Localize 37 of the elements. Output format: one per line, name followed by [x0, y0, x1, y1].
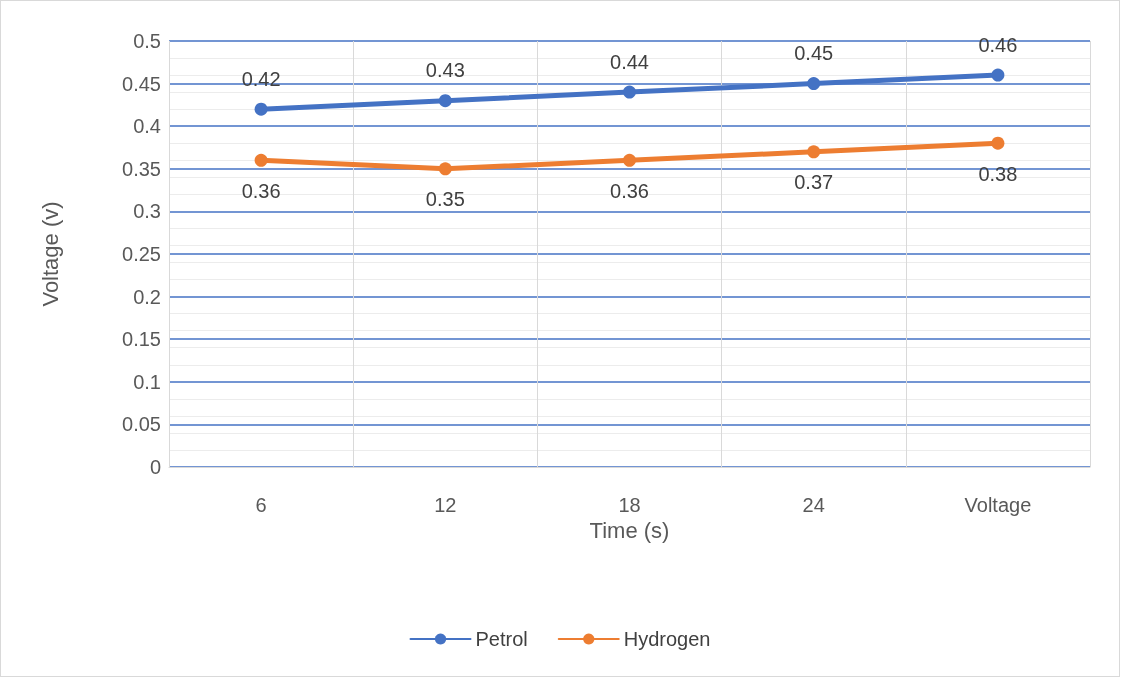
- x-tick-label: 24: [802, 494, 825, 516]
- x-axis-title: Time (s): [589, 518, 670, 544]
- point: [438, 94, 452, 108]
- y-axis-title: Voltage (v): [37, 201, 63, 307]
- point: [807, 77, 821, 91]
- data-label: 0.36: [610, 179, 649, 202]
- point: [807, 145, 821, 159]
- y-tick-label: 0.1: [133, 370, 161, 393]
- y-tick-label: 0.05: [122, 413, 161, 436]
- y-tick-label: 0.2: [133, 285, 161, 308]
- y-tick-label: 0.3: [133, 200, 161, 223]
- legend-label: Petrol: [475, 628, 528, 650]
- y-tick-label: 0: [149, 456, 161, 478]
- data-label: 0.45: [794, 42, 834, 65]
- x-tick-label: Voltage: [964, 494, 1032, 516]
- y-tick-label: 0.4: [133, 115, 161, 138]
- y-tick-label: 0.45: [122, 72, 161, 95]
- data-label: 0.35: [425, 188, 465, 211]
- x-tick-label: 18: [618, 494, 641, 516]
- data-label: 0.43: [425, 59, 465, 82]
- data-label: 0.44: [610, 50, 649, 73]
- point: [991, 136, 1005, 150]
- point: [438, 162, 452, 176]
- legend-label: Hydrogen: [623, 628, 711, 650]
- y-tick-label: 0.25: [122, 243, 161, 265]
- point: [991, 68, 1005, 82]
- y-tick-label: 0.35: [122, 157, 161, 180]
- point: [623, 85, 636, 99]
- y-tick-label: 0.5: [133, 30, 161, 52]
- data-label: 0.36: [241, 179, 281, 202]
- data-label: 0.37: [794, 171, 834, 194]
- point: [623, 153, 636, 167]
- point: [254, 153, 268, 167]
- y-tick-label: 0.15: [122, 328, 161, 351]
- x-tick-label: 6: [255, 494, 267, 516]
- x-tick-label: 12: [434, 494, 457, 516]
- point: [254, 102, 268, 116]
